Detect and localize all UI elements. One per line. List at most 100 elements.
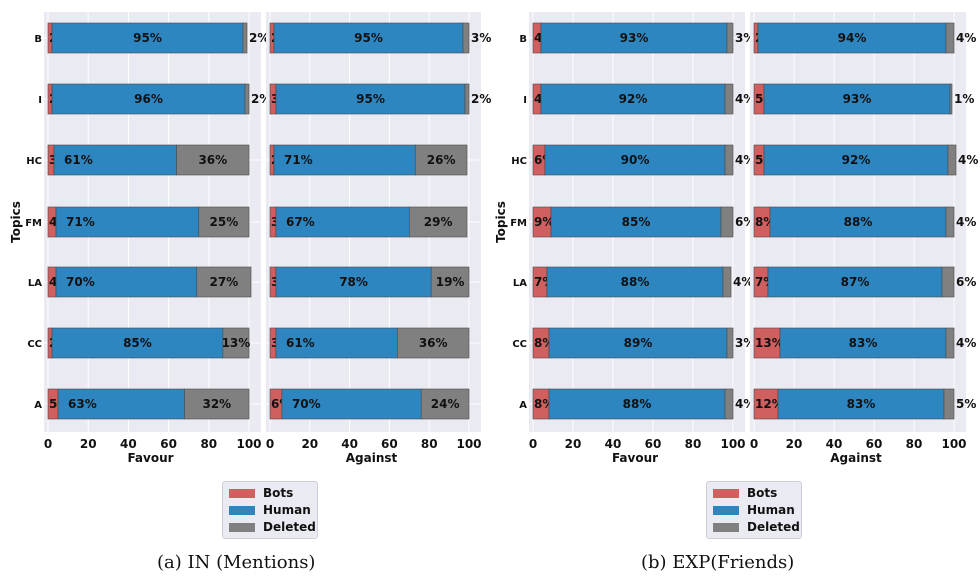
y-tick-label: HC: [511, 156, 527, 167]
bar-segment-human: [540, 83, 726, 115]
x-tick-label: 100: [236, 437, 261, 451]
y-axis-label: Topics: [9, 201, 23, 243]
chart-panel-2: 020406080100Against2%95%3%3%95%2%2%71%26…: [266, 12, 491, 465]
data-label-human: 95%: [356, 92, 385, 106]
legend-label-bots: Bots: [747, 486, 778, 500]
bar-segment-human: [540, 22, 728, 54]
bar-segment-human: [548, 388, 726, 420]
bar-segment-human: [546, 266, 724, 298]
data-label-deleted: 26%: [427, 153, 456, 167]
data-label-deleted: 32%: [202, 397, 231, 411]
data-label-human: 61%: [64, 153, 93, 167]
data-label-human: 92%: [842, 153, 871, 167]
data-label-deleted: 2%: [249, 31, 269, 45]
y-tick-label: LA: [513, 278, 527, 289]
bar-segment-human: [57, 388, 185, 420]
x-tick-label: 40: [341, 437, 358, 451]
data-label-deleted: 29%: [424, 215, 453, 229]
x-tick-label: 40: [605, 437, 622, 451]
legend-item-deleted: Deleted: [713, 519, 800, 535]
bar-segment-human: [767, 266, 943, 298]
legend-label-deleted: Deleted: [263, 520, 316, 534]
bar-segment-deleted: [722, 266, 732, 298]
bar-segment-deleted: [945, 22, 955, 54]
x-tick-label: 60: [645, 437, 662, 451]
data-label-human: 94%: [838, 31, 867, 45]
bar-segment-human: [281, 388, 422, 420]
legend-label-deleted: Deleted: [747, 520, 800, 534]
y-tick-label: HC: [26, 156, 42, 167]
data-label-deleted: 13%: [222, 336, 251, 350]
x-tick-label: 0: [266, 437, 274, 451]
chart-panel-3: 0 20 40 60 80 100 Favour B I HC FM LA CC A Topics 4% 93%…: [494, 12, 755, 465]
y-tick-label: B: [519, 34, 527, 45]
bar-segment-human: [544, 144, 726, 176]
bar-segment-deleted: [947, 144, 957, 176]
y-tick-label: A: [34, 400, 42, 411]
data-label-human: 70%: [66, 275, 95, 289]
x-tick-label: 100: [941, 437, 966, 451]
data-label-deleted: 36%: [198, 153, 227, 167]
bar-segment-human: [769, 206, 947, 238]
data-label-deleted: 4%: [956, 215, 976, 229]
data-label-deleted: 3%: [471, 31, 491, 45]
x-tick-label: 60: [866, 437, 883, 451]
legend-swatch-human: [229, 505, 255, 515]
legend-item-human: Human: [229, 502, 311, 518]
y-tick-label: LA: [28, 278, 42, 289]
bar-segment-human: [757, 22, 947, 54]
data-label-human: 89%: [624, 336, 653, 350]
x-tick-label: 20: [565, 437, 582, 451]
data-label-deleted: 1%: [954, 92, 974, 106]
data-label-human: 96%: [134, 92, 163, 106]
legend-swatch-deleted: [713, 522, 739, 532]
bar-segment-deleted: [720, 206, 734, 238]
bar-segment-human: [275, 266, 432, 298]
legend-swatch-deleted: [229, 522, 255, 532]
data-label-human: 67%: [286, 215, 315, 229]
bar-segment-human: [275, 83, 466, 115]
bar-segment-human: [273, 22, 464, 54]
data-label-deleted: 4%: [958, 153, 978, 167]
bar-segment-deleted: [176, 144, 250, 176]
data-label-human: 88%: [844, 215, 873, 229]
x-axis-label: Against: [346, 451, 398, 465]
legend-label-human: Human: [747, 503, 795, 517]
x-tick-label: 20: [786, 437, 803, 451]
data-label-deleted: 36%: [419, 336, 448, 350]
x-tick-label: 60: [381, 437, 398, 451]
data-label-deleted: 4%: [733, 275, 753, 289]
data-label-bots: 13%: [755, 336, 784, 350]
data-label-deleted: 25%: [210, 215, 239, 229]
chart-panel-1: 0 20 40 60 80 100 Favour B I HC FM LA CC A Topics 2% 95%…: [9, 12, 271, 465]
x-tick-label: 0: [750, 437, 758, 451]
bar-segment-deleted: [724, 388, 734, 420]
legend-a: Bots Human Deleted: [222, 481, 318, 539]
data-label-deleted: 19%: [436, 275, 465, 289]
bar-segment-deleted: [945, 327, 955, 359]
data-label-human: 95%: [354, 31, 383, 45]
data-label-human: 85%: [622, 215, 651, 229]
bar-segment-deleted: [726, 22, 734, 54]
bar-segment-deleted: [242, 22, 248, 54]
data-label-human: 61%: [286, 336, 315, 350]
data-label-human: 88%: [621, 275, 650, 289]
y-tick-label: I: [523, 95, 527, 106]
bar-segment-human: [55, 266, 198, 298]
data-label-deleted: 5%: [956, 397, 976, 411]
y-tick-label: A: [519, 400, 527, 411]
data-label-deleted: 24%: [431, 397, 460, 411]
bar-segment-deleted: [724, 83, 734, 115]
y-tick-label: FM: [510, 218, 527, 229]
x-tick-label: 0: [44, 437, 52, 451]
x-axis-label: Favour: [612, 451, 658, 465]
data-label-human: 87%: [841, 275, 870, 289]
bar-segment-human: [777, 388, 945, 420]
y-tick-label: CC: [27, 339, 42, 350]
legend-item-bots: Bots: [713, 485, 777, 501]
bar-segment-deleted: [941, 266, 955, 298]
legend-swatch-bots: [229, 488, 255, 498]
bar-segment-deleted: [414, 144, 468, 176]
data-label-deleted: 4%: [956, 336, 976, 350]
bar-segment-deleted: [430, 266, 470, 298]
